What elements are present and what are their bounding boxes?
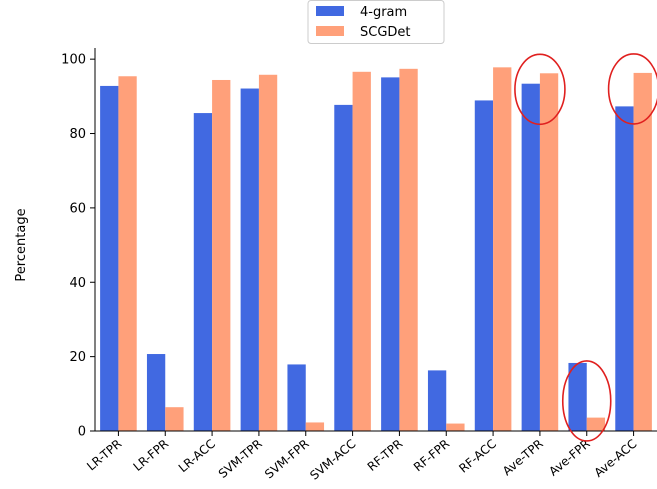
x-tick-label-ave-acc: Ave-ACC [592, 437, 640, 480]
bar-scgdet-ave-fpr [586, 417, 606, 431]
bar-scgdet-ave-acc [633, 72, 652, 431]
x-tick-label-rf-fpr: RF-FPR [411, 437, 452, 475]
y-tick-label-0: 0 [78, 425, 86, 440]
bar-4-gram-ave-acc [615, 106, 634, 431]
legend: 4-gram SCGDet [307, 0, 445, 44]
x-tick-label-svm-fpr: SVM-FPR [262, 437, 312, 482]
x-tick-label-lr-acc: LR-ACC [176, 437, 218, 476]
bar-scgdet-rf-acc [493, 67, 512, 431]
legend-label-4-gram: 4-gram [360, 5, 407, 20]
x-tick-label-ave-fpr: Ave-FPR [546, 437, 592, 479]
annotations-layer [514, 53, 657, 442]
bar-4-gram-lr-acc [193, 113, 213, 431]
bar-scgdet-ave-tpr [539, 73, 559, 431]
y-tick-label-80: 80 [69, 127, 86, 142]
bar-4-gram-ave-tpr [521, 83, 540, 431]
bar-4-gram-rf-tpr [381, 77, 400, 431]
bar-scgdet-svm-acc [352, 71, 371, 432]
x-tick-label-svm-acc: SVM-ACC [307, 437, 358, 483]
x-tick-label-svm-tpr: SVM-TPR [216, 437, 265, 481]
bar-4-gram-rf-fpr [427, 370, 447, 431]
y-tick-label-40: 40 [69, 276, 86, 291]
highlight-ellipse-ave-fpr [561, 360, 612, 442]
legend-swatch-scgdet [316, 26, 344, 36]
bar-4-gram-lr-tpr [100, 85, 119, 432]
legend-swatch-4-gram [316, 6, 344, 16]
x-tick-label-rf-acc: RF-ACC [456, 437, 499, 476]
x-tick-label-ave-tpr: Ave-TPR [500, 437, 546, 479]
bar-4-gram-ave-fpr [568, 362, 587, 431]
x-tick-label-rf-tpr: RF-TPR [365, 437, 406, 474]
bar-4-gram-rf-acc [474, 100, 494, 432]
bar-scgdet-svm-tpr [258, 74, 278, 432]
bar-scgdet-lr-acc [212, 79, 231, 431]
legend-label-scgdet: SCGDet [360, 25, 411, 40]
bar-scgdet-rf-fpr [446, 423, 465, 431]
highlight-ellipse-ave-acc [607, 53, 657, 125]
bar-4-gram-svm-fpr [287, 364, 306, 431]
y-tick-label-20: 20 [69, 350, 86, 365]
bar-scgdet-lr-tpr [118, 76, 137, 431]
bar-scgdet-lr-fpr [165, 407, 184, 431]
bar-4-gram-svm-acc [334, 104, 353, 431]
y-tick-label-100: 100 [61, 53, 86, 68]
x-tick-label-lr-fpr: LR-FPR [131, 437, 172, 474]
bar-4-gram-svm-tpr [240, 88, 259, 431]
bar-scgdet-svm-fpr [305, 422, 325, 431]
highlight-ellipse-ave-tpr [514, 53, 566, 126]
bar-4-gram-lr-fpr [146, 354, 166, 431]
bar-scgdet-rf-tpr [399, 68, 418, 431]
x-tick-label-lr-tpr: LR-TPR [84, 437, 124, 474]
y-axis-title: Percentage [14, 208, 29, 281]
y-tick-label-60: 60 [69, 201, 86, 216]
